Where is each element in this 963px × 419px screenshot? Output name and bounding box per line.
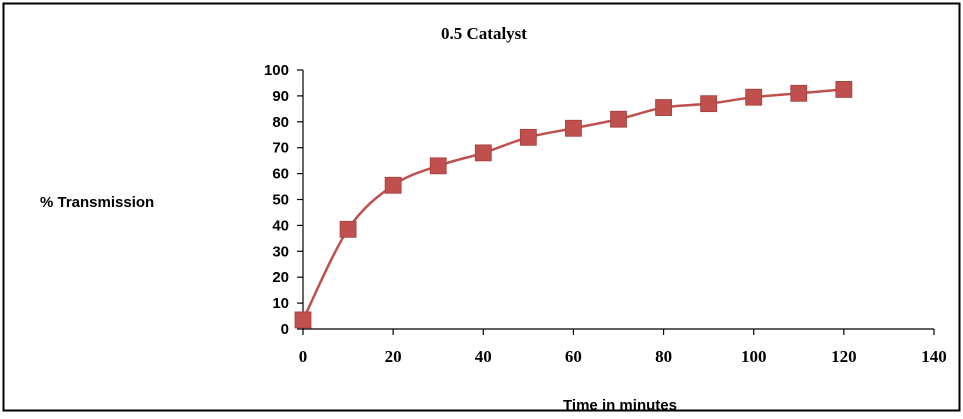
data-point-marker: [429, 157, 447, 175]
plot-area: [294, 81, 853, 329]
data-point-marker: [339, 220, 357, 238]
data-point-marker: [610, 110, 627, 128]
x-tick-label: 140: [921, 347, 947, 366]
x-tick-label: 100: [741, 347, 767, 366]
x-tick-label: 120: [831, 347, 857, 366]
x-tick-label: 60: [565, 347, 582, 366]
data-point-marker: [384, 176, 402, 194]
x-tick-label: 0: [299, 347, 308, 366]
y-tick-label: 60: [272, 166, 289, 183]
data-point-marker: [474, 144, 492, 162]
chart-border: [2, 2, 961, 412]
data-point-marker: [294, 311, 312, 329]
y-tick-label: 50: [272, 192, 289, 209]
data-point-marker: [745, 88, 763, 106]
y-tick-label: 90: [272, 88, 289, 105]
data-point-marker: [519, 128, 537, 146]
chart-title: 0.5 Catalyst: [441, 24, 527, 43]
y-tick-label: 20: [272, 269, 289, 286]
data-point-marker: [835, 81, 853, 98]
y-tick-label: 30: [272, 243, 289, 260]
x-axis-label: Time in minutes: [563, 397, 677, 414]
y-tick-label: 0: [281, 321, 289, 338]
y-axis-label: % Transmission: [40, 194, 154, 211]
axes: 0 10 20 30 40 50 60 70 80 90 100 0 20 40 60 80 100 120 140: [264, 62, 947, 366]
x-tick-label: 40: [475, 347, 492, 366]
x-tick-label: 80: [655, 347, 672, 366]
y-tick-label: 80: [272, 114, 289, 131]
data-point-marker: [700, 95, 718, 113]
y-tick-label: 70: [272, 140, 289, 157]
data-point-marker: [790, 84, 808, 102]
y-tick-label: 40: [272, 217, 289, 234]
x-tick-label: 20: [385, 347, 402, 366]
y-tick-label: 10: [272, 295, 289, 312]
data-point-marker: [565, 119, 582, 137]
y-tick-label: 100: [264, 62, 289, 79]
data-point-marker: [655, 99, 672, 116]
